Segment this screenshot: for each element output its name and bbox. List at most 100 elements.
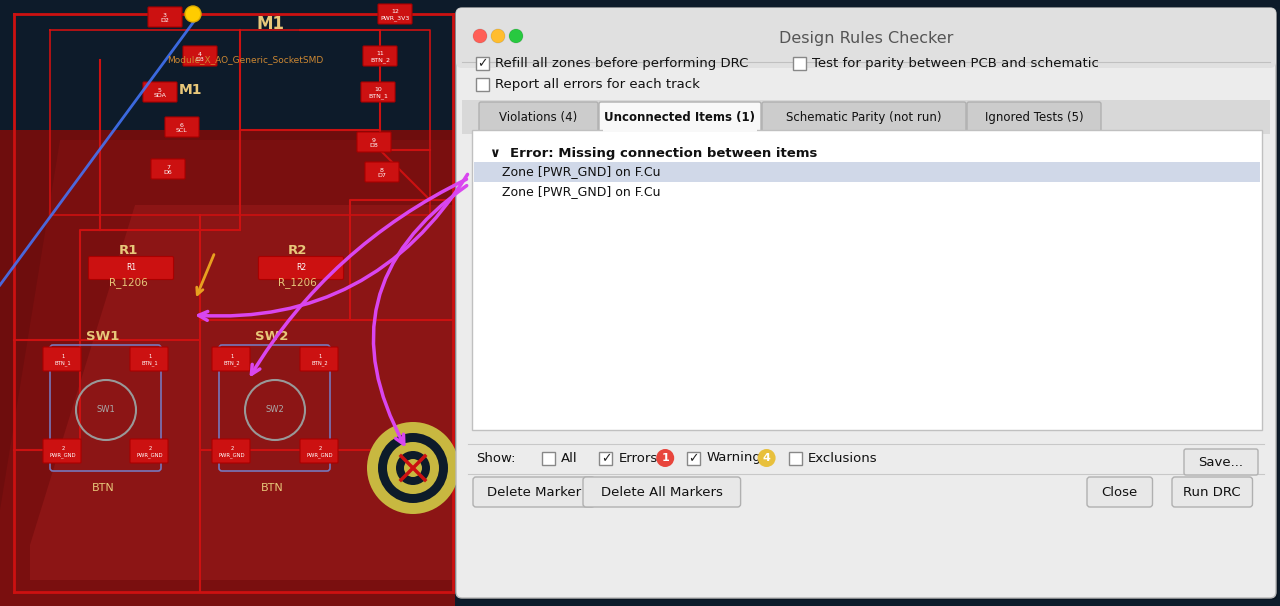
Bar [603, 128, 756, 132]
Text: 3
D2: 3 D2 [160, 13, 169, 24]
Text: 4: 4 [763, 453, 771, 463]
FancyBboxPatch shape [212, 439, 250, 463]
Text: 2
PWR_GND: 2 PWR_GND [307, 446, 333, 458]
Circle shape [404, 459, 422, 477]
FancyBboxPatch shape [44, 347, 81, 371]
Text: Zone [PWR_GND] on F.Cu: Zone [PWR_GND] on F.Cu [502, 165, 660, 179]
Text: SW1: SW1 [86, 330, 120, 342]
Bar [472, 130, 1262, 430]
FancyBboxPatch shape [151, 159, 186, 179]
FancyBboxPatch shape [582, 477, 741, 507]
FancyBboxPatch shape [599, 102, 762, 132]
Circle shape [509, 29, 524, 43]
Circle shape [474, 29, 486, 43]
Text: 1
BTN_1: 1 BTN_1 [142, 355, 159, 366]
Text: R_1206: R_1206 [278, 278, 316, 288]
Text: Test for parity between PCB and schematic: Test for parity between PCB and schemati… [812, 57, 1098, 70]
Text: BTN: BTN [261, 483, 283, 493]
Text: Violations (4): Violations (4) [499, 110, 577, 124]
Text: Exclusions: Exclusions [808, 451, 877, 465]
Text: 1: 1 [662, 453, 669, 463]
FancyBboxPatch shape [148, 7, 182, 27]
FancyBboxPatch shape [300, 439, 338, 463]
Polygon shape [29, 205, 454, 580]
Bar [462, 100, 1270, 134]
Text: 11
BTN_2: 11 BTN_2 [370, 52, 390, 63]
Text: Delete All Markers: Delete All Markers [600, 485, 723, 499]
Text: R_1206: R_1206 [109, 278, 147, 288]
Bar [474, 162, 1260, 182]
FancyBboxPatch shape [364, 46, 397, 66]
FancyBboxPatch shape [131, 439, 168, 463]
FancyBboxPatch shape [762, 102, 966, 132]
FancyBboxPatch shape [456, 8, 1276, 598]
Text: ✓: ✓ [600, 452, 611, 465]
Text: Run DRC: Run DRC [1184, 485, 1242, 499]
Text: 4
D3: 4 D3 [196, 52, 205, 62]
Text: R1: R1 [118, 244, 138, 256]
Text: Save...: Save... [1198, 456, 1243, 468]
Text: Schematic Parity (not run): Schematic Parity (not run) [786, 110, 942, 124]
Text: Report all errors for each track: Report all errors for each track [495, 78, 700, 91]
Text: Delete Marker: Delete Marker [486, 485, 581, 499]
Text: 5
SDA: 5 SDA [154, 88, 166, 98]
FancyBboxPatch shape [143, 82, 177, 102]
Text: SW1: SW1 [96, 405, 115, 415]
FancyBboxPatch shape [212, 347, 250, 371]
FancyBboxPatch shape [165, 117, 198, 137]
Circle shape [396, 451, 430, 485]
FancyBboxPatch shape [259, 256, 343, 279]
Circle shape [378, 433, 448, 503]
Bar [476, 78, 489, 91]
Bar [788, 452, 801, 465]
Text: ✓: ✓ [689, 452, 699, 465]
Bar [794, 57, 806, 70]
FancyBboxPatch shape [131, 347, 168, 371]
Text: Design Rules Checker: Design Rules Checker [778, 30, 954, 45]
FancyBboxPatch shape [300, 347, 338, 371]
Bar [462, 44, 1270, 62]
Text: Warnings: Warnings [707, 451, 768, 465]
Text: 9
D8: 9 D8 [370, 138, 379, 148]
Text: 8
D7: 8 D7 [378, 168, 387, 178]
FancyBboxPatch shape [456, 8, 1276, 68]
Text: Close: Close [1102, 485, 1138, 499]
Bar [541, 452, 556, 465]
Polygon shape [0, 140, 454, 606]
Text: Show:: Show: [476, 451, 516, 465]
FancyBboxPatch shape [365, 162, 399, 182]
FancyBboxPatch shape [183, 46, 218, 66]
Text: Errors: Errors [618, 451, 658, 465]
Bar [476, 57, 489, 70]
Text: ∨  Error: Missing connection between items: ∨ Error: Missing connection between item… [490, 147, 818, 159]
FancyBboxPatch shape [378, 4, 412, 24]
Text: Module_X_AO_Generic_SocketSMD: Module_X_AO_Generic_SocketSMD [166, 56, 323, 64]
Text: Ignored Tests (5): Ignored Tests (5) [984, 110, 1083, 124]
FancyBboxPatch shape [1184, 449, 1258, 475]
FancyBboxPatch shape [1172, 477, 1253, 507]
Text: BTN: BTN [92, 483, 114, 493]
Circle shape [492, 29, 506, 43]
FancyBboxPatch shape [966, 102, 1101, 132]
Text: 6
SCL: 6 SCL [177, 122, 188, 133]
Text: Zone [PWR_GND] on F.Cu: Zone [PWR_GND] on F.Cu [502, 185, 660, 199]
Text: 10
BTN_1: 10 BTN_1 [369, 87, 388, 99]
Circle shape [387, 442, 439, 494]
FancyBboxPatch shape [88, 256, 174, 279]
Text: 2
PWR_GND: 2 PWR_GND [50, 446, 77, 458]
FancyBboxPatch shape [458, 10, 1277, 600]
Text: M1: M1 [256, 15, 284, 33]
Text: R2: R2 [296, 264, 306, 273]
Circle shape [657, 449, 675, 467]
FancyBboxPatch shape [474, 477, 595, 507]
Circle shape [758, 449, 776, 467]
Text: SW2: SW2 [266, 405, 284, 415]
Text: 2
PWR_GND: 2 PWR_GND [137, 446, 164, 458]
Text: All: All [561, 451, 577, 465]
Text: R1: R1 [125, 264, 136, 273]
Text: 1
BTN_2: 1 BTN_2 [311, 355, 329, 366]
Text: 1
BTN_1: 1 BTN_1 [55, 355, 72, 366]
Text: Unconnected Items (1): Unconnected Items (1) [604, 110, 755, 124]
FancyBboxPatch shape [1087, 477, 1152, 507]
Circle shape [367, 422, 460, 514]
